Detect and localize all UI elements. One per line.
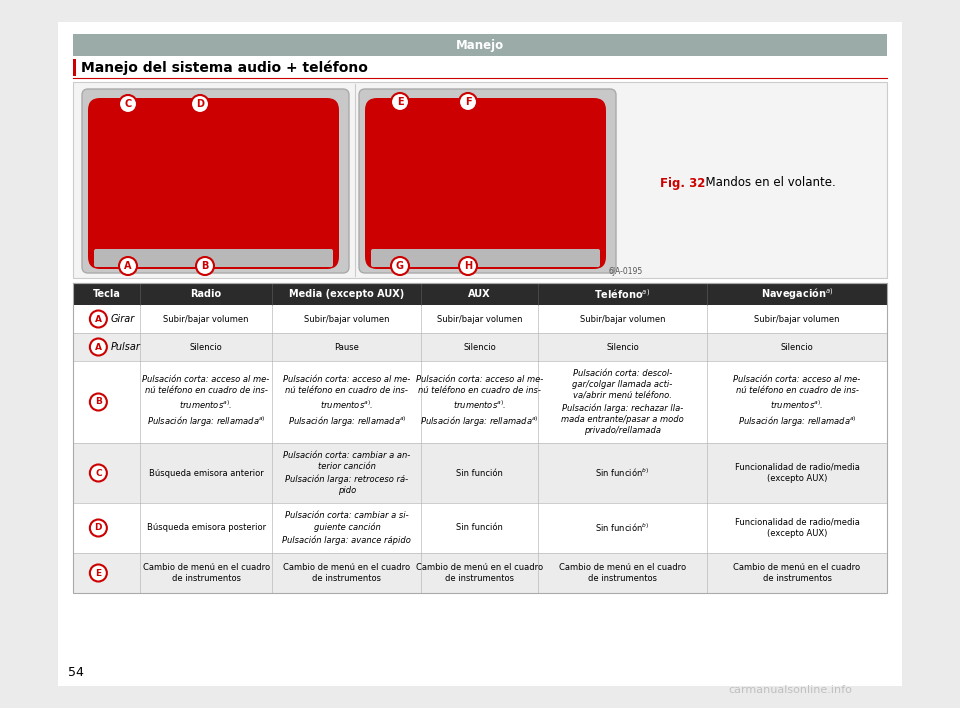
- Circle shape: [90, 394, 107, 411]
- Text: D: D: [95, 523, 102, 532]
- Circle shape: [90, 311, 107, 328]
- Text: Pulsación corta: cambiar a an-
terior canción
Pulsación larga: retroceso rá-
pid: Pulsación corta: cambiar a an- terior ca…: [283, 451, 411, 495]
- Bar: [73, 82, 887, 278]
- Circle shape: [391, 257, 409, 275]
- Text: Pulsación corta: acceso al me-
nú teléfono en cuadro de ins-
trumentos$^{a)}$.
P: Pulsación corta: acceso al me- nú teléfo…: [416, 375, 543, 429]
- Bar: [73, 443, 887, 503]
- Bar: [73, 34, 887, 56]
- Text: A: A: [95, 343, 102, 351]
- Text: Girar: Girar: [110, 314, 134, 324]
- Circle shape: [90, 564, 107, 581]
- Text: Fig. 32: Fig. 32: [660, 176, 706, 190]
- Circle shape: [90, 338, 107, 355]
- Circle shape: [90, 520, 107, 537]
- Text: Pulsación corta: acceso al me-
nú teléfono en cuadro de ins-
trumentos$^{a)}$.
P: Pulsación corta: acceso al me- nú teléfo…: [733, 375, 861, 429]
- Text: 54: 54: [68, 666, 84, 678]
- Text: G: G: [396, 261, 404, 271]
- Text: E: E: [396, 97, 403, 107]
- Circle shape: [459, 93, 477, 111]
- Text: A: A: [95, 314, 102, 324]
- Text: Cambio de menú en el cuadro
de instrumentos: Cambio de menú en el cuadro de instrumen…: [283, 563, 411, 583]
- Bar: [73, 333, 887, 361]
- Text: Silencio: Silencio: [190, 343, 223, 351]
- Bar: [73, 553, 887, 593]
- Text: Teléfono$^{a)}$: Teléfono$^{a)}$: [594, 287, 651, 301]
- Text: Pulsación corta: acceso al me-
nú teléfono en cuadro de ins-
trumentos$^{a)}$.
P: Pulsación corta: acceso al me- nú teléfo…: [283, 375, 411, 429]
- Text: Funcionalidad de radio/media
(excepto AUX): Funcionalidad de radio/media (excepto AU…: [734, 463, 859, 484]
- Text: Sin función$^{b)}$: Sin función$^{b)}$: [595, 522, 650, 535]
- Text: Pulsación corta: cambiar a si-
guiente canción
Pulsación larga: avance rápido: Pulsación corta: cambiar a si- guiente c…: [282, 511, 411, 544]
- Text: Manejo del sistema audio + teléfono: Manejo del sistema audio + teléfono: [81, 61, 368, 75]
- Bar: [73, 503, 887, 553]
- Text: Subir/bajar volumen: Subir/bajar volumen: [437, 314, 522, 324]
- Text: Cambio de menú en el cuadro
de instrumentos: Cambio de menú en el cuadro de instrumen…: [416, 563, 543, 583]
- Text: B: B: [202, 261, 208, 271]
- Text: Búsqueda emisora posterior: Búsqueda emisora posterior: [147, 523, 266, 532]
- Text: Subir/bajar volumen: Subir/bajar volumen: [580, 314, 665, 324]
- Text: Manejo: Manejo: [456, 38, 504, 52]
- Text: C: C: [95, 469, 102, 477]
- Text: Radio: Radio: [190, 289, 222, 299]
- Text: Silencio: Silencio: [606, 343, 638, 351]
- Text: 6JA-0195: 6JA-0195: [609, 267, 643, 276]
- Text: Navegación$^{a)}$: Navegación$^{a)}$: [761, 286, 833, 302]
- Text: Silencio: Silencio: [464, 343, 496, 351]
- Text: Cambio de menú en el cuadro
de instrumentos: Cambio de menú en el cuadro de instrumen…: [733, 563, 860, 583]
- Text: F: F: [465, 97, 471, 107]
- Bar: [73, 283, 887, 593]
- Bar: [73, 361, 887, 443]
- Text: Pulsación corta: descol-
gar/colgar llamada acti-
va/abrir menú teléfono.
Pulsac: Pulsación corta: descol- gar/colgar llam…: [561, 369, 684, 435]
- Text: carmanualsonline.info: carmanualsonline.info: [728, 685, 852, 695]
- Text: Subir/bajar volumen: Subir/bajar volumen: [304, 314, 390, 324]
- Text: Sin función$^{b)}$: Sin función$^{b)}$: [595, 467, 650, 479]
- Text: Pause: Pause: [334, 343, 359, 351]
- Bar: [73, 59, 76, 76]
- Text: Subir/bajar volumen: Subir/bajar volumen: [755, 314, 840, 324]
- Text: E: E: [95, 569, 102, 578]
- Text: Cambio de menú en el cuadro
de instrumentos: Cambio de menú en el cuadro de instrumen…: [142, 563, 270, 583]
- Bar: [73, 283, 887, 305]
- FancyBboxPatch shape: [88, 98, 339, 269]
- FancyBboxPatch shape: [359, 89, 616, 273]
- Text: Subir/bajar volumen: Subir/bajar volumen: [163, 314, 249, 324]
- Text: Sin función: Sin función: [456, 523, 503, 532]
- Text: C: C: [125, 99, 132, 109]
- Text: Mandos en el volante.: Mandos en el volante.: [698, 176, 836, 190]
- Circle shape: [119, 257, 137, 275]
- Text: A: A: [124, 261, 132, 271]
- Text: Cambio de menú en el cuadro
de instrumentos: Cambio de menú en el cuadro de instrumen…: [559, 563, 686, 583]
- Text: B: B: [95, 397, 102, 406]
- Text: Pulsación corta: acceso al me-
nú teléfono en cuadro de ins-
trumentos$^{a)}$.
P: Pulsación corta: acceso al me- nú teléfo…: [142, 375, 270, 429]
- FancyBboxPatch shape: [82, 89, 349, 273]
- Text: AUX: AUX: [468, 289, 491, 299]
- FancyBboxPatch shape: [94, 249, 333, 267]
- FancyBboxPatch shape: [365, 98, 606, 269]
- Text: D: D: [196, 99, 204, 109]
- Text: Búsqueda emisora anterior: Búsqueda emisora anterior: [149, 469, 263, 477]
- Text: Pulsar: Pulsar: [110, 342, 140, 352]
- Text: Tecla: Tecla: [92, 289, 120, 299]
- Circle shape: [90, 464, 107, 481]
- Circle shape: [191, 95, 209, 113]
- Bar: [58, 22, 902, 686]
- Text: Sin función: Sin función: [456, 469, 503, 477]
- Circle shape: [196, 257, 214, 275]
- Circle shape: [119, 95, 137, 113]
- Text: Media (excepto AUX): Media (excepto AUX): [289, 289, 404, 299]
- Text: H: H: [464, 261, 472, 271]
- Text: Funcionalidad de radio/media
(excepto AUX): Funcionalidad de radio/media (excepto AU…: [734, 518, 859, 538]
- Circle shape: [459, 257, 477, 275]
- Circle shape: [391, 93, 409, 111]
- Text: Silencio: Silencio: [780, 343, 813, 351]
- Bar: [73, 305, 887, 333]
- FancyBboxPatch shape: [371, 249, 600, 267]
